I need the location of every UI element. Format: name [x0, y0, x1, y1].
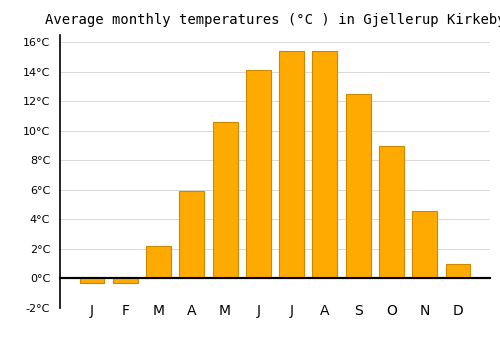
Bar — [279, 51, 304, 279]
Bar — [113, 279, 138, 283]
Bar — [446, 264, 470, 279]
Bar — [412, 211, 437, 279]
Bar — [80, 279, 104, 283]
Bar — [212, 122, 238, 279]
Bar — [379, 146, 404, 279]
Bar — [312, 51, 338, 279]
Title: Average monthly temperatures (°C ) in Gjellerup Kirkeby: Average monthly temperatures (°C ) in Gj… — [44, 13, 500, 27]
Bar — [346, 94, 370, 279]
Bar — [246, 70, 271, 279]
Bar — [180, 191, 204, 279]
Bar — [146, 246, 171, 279]
